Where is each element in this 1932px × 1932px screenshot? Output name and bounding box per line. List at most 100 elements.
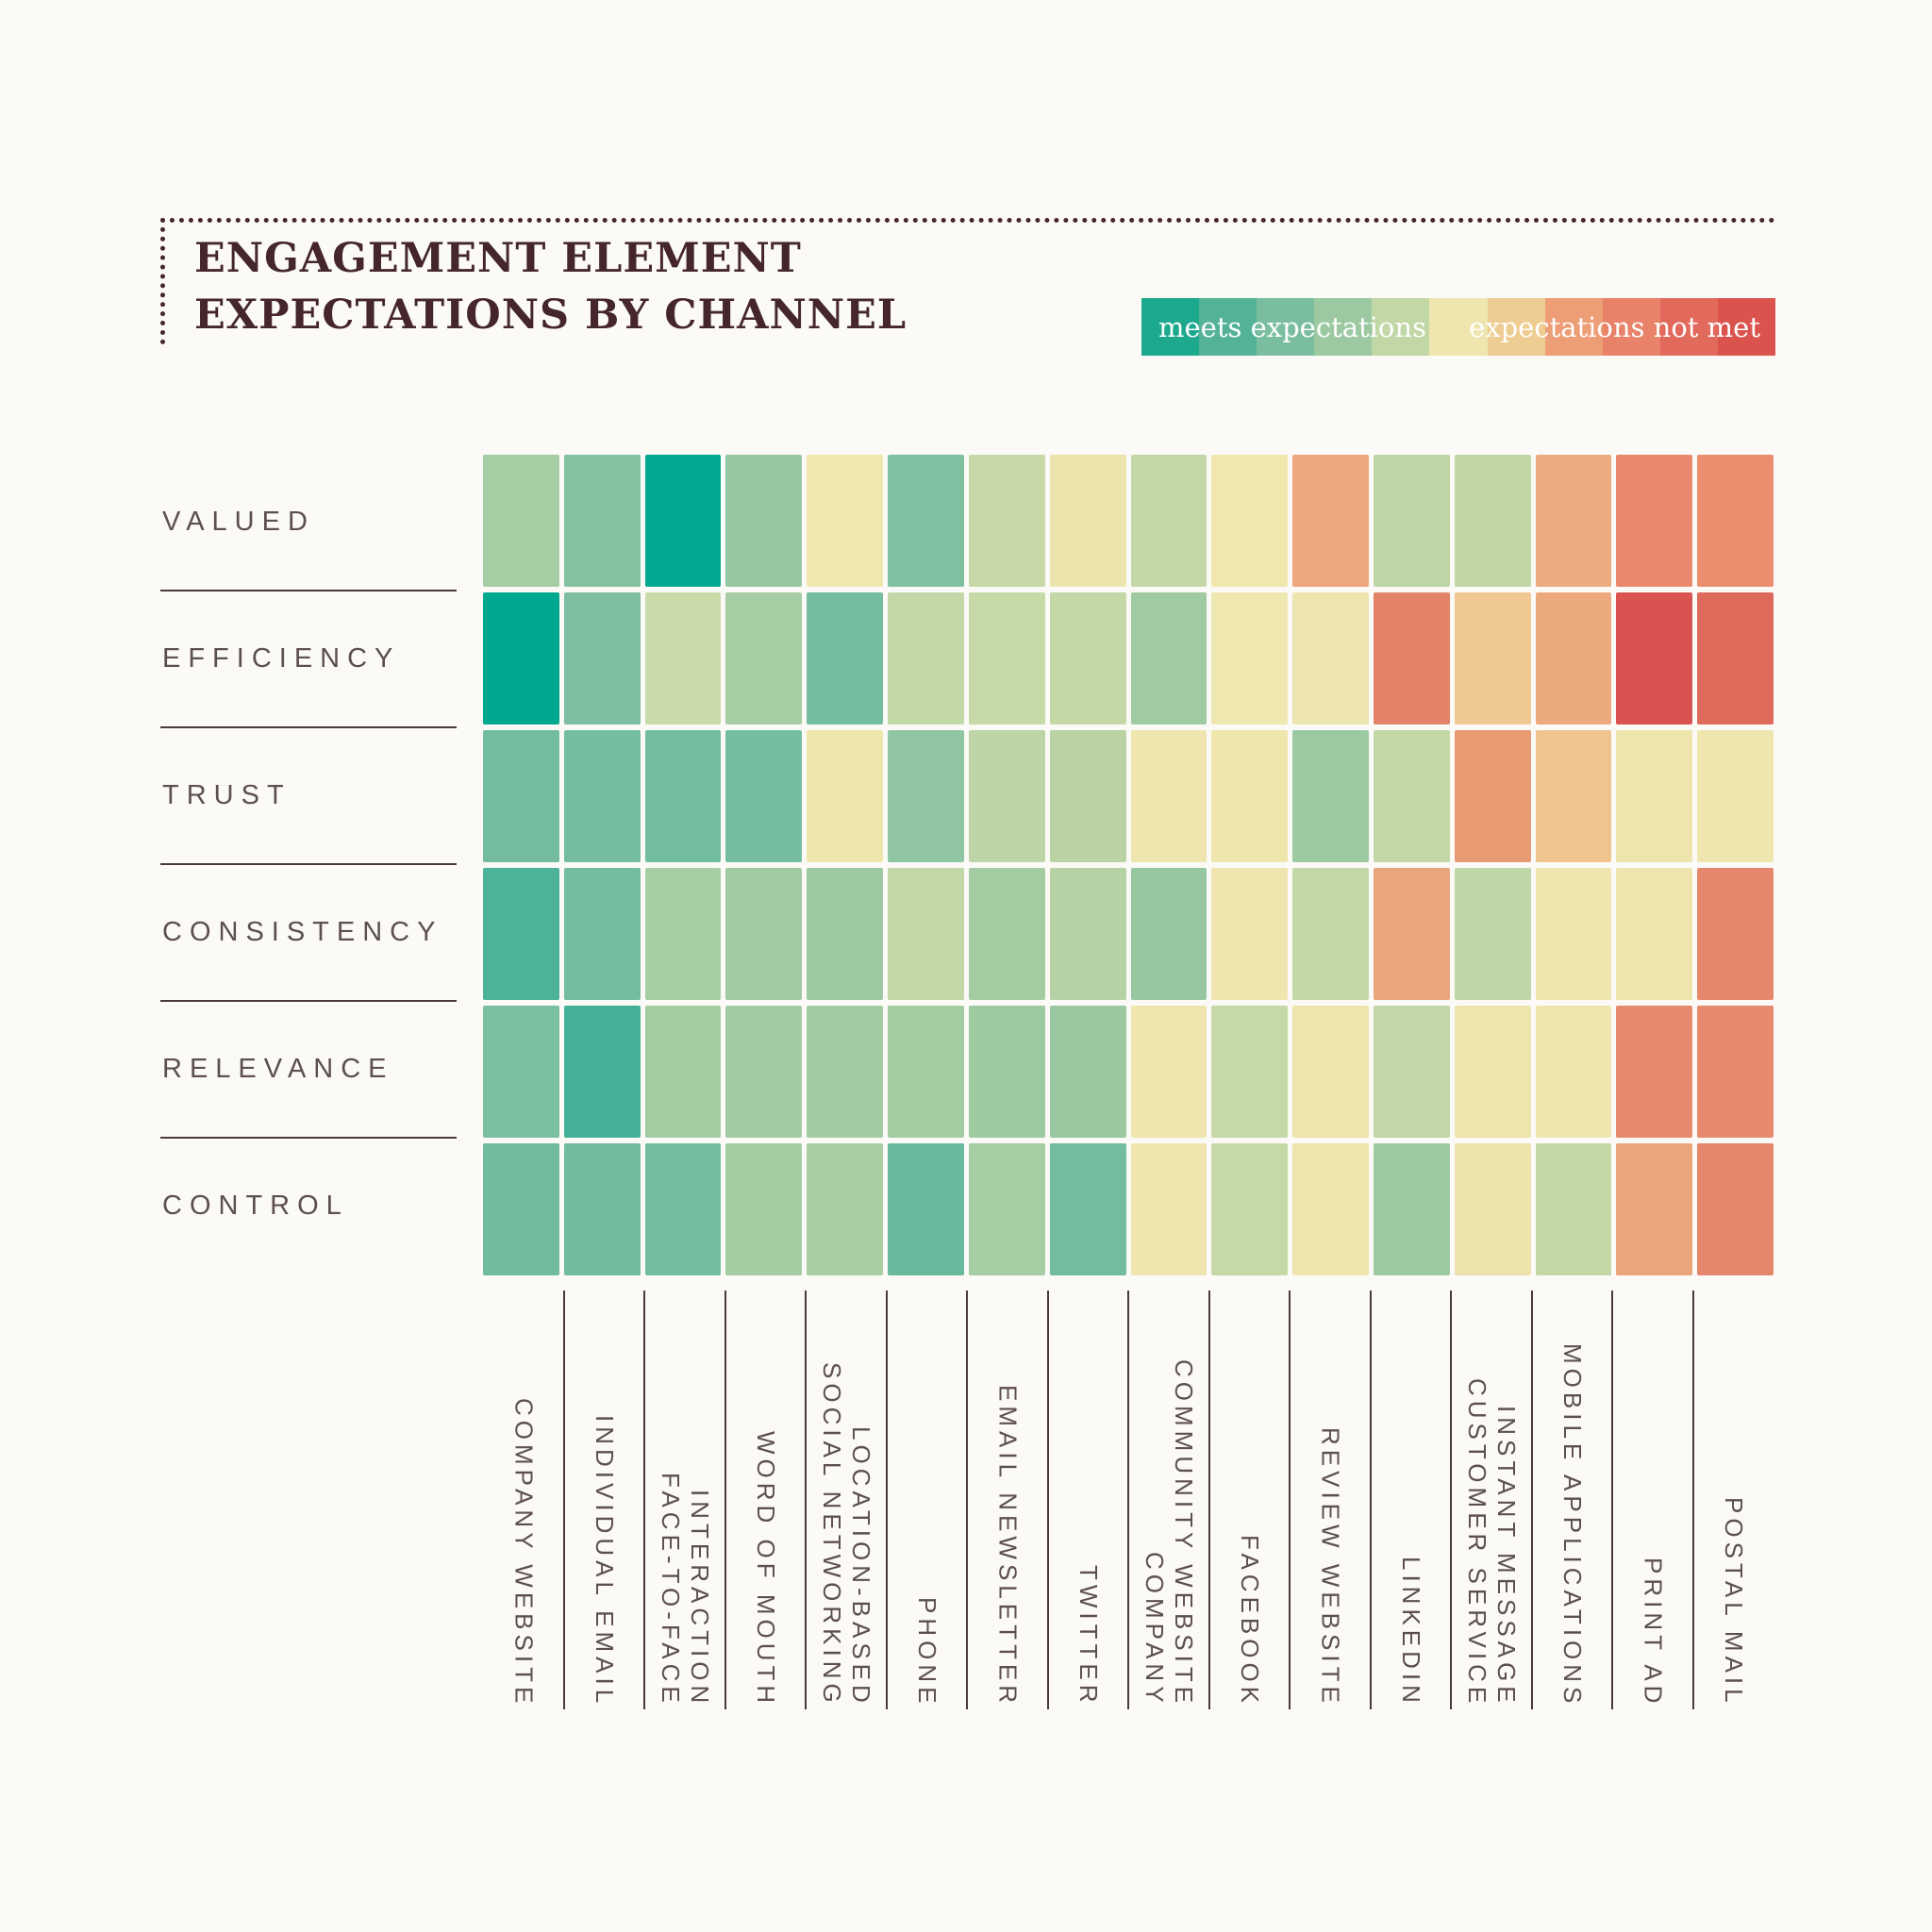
column-tick-4 <box>805 1291 807 1709</box>
heatmap-cell-efficiency-6 <box>888 592 964 724</box>
heatmap-cell-trust-8 <box>1049 730 1126 862</box>
row-separator-1 <box>160 590 457 591</box>
heatmap-cell-control-2 <box>563 1143 641 1275</box>
heatmap-cell-consistency-7 <box>968 868 1045 1000</box>
column-tick-10 <box>1289 1291 1291 1709</box>
heatmap-cell-control-7 <box>968 1143 1045 1275</box>
heatmap-cell-valued-12 <box>1373 455 1450 587</box>
heatmap-cell-relevance-15 <box>1616 1006 1693 1138</box>
column-label-line: FACE-TO-FACE <box>656 1473 685 1707</box>
column-label-line: SOCIAL NETWORKING <box>817 1362 846 1707</box>
legend-swatch-10 <box>1659 298 1718 356</box>
heatmap-cell-control-3 <box>644 1143 722 1275</box>
legend-swatch-2 <box>1199 298 1257 356</box>
column-label-line: INSTANT MESSAGE <box>1491 1406 1521 1707</box>
column-tick-1 <box>562 1291 565 1709</box>
column-label-customer-service-instant-message: CUSTOMER SERVICE INSTANT MESSAGE <box>1462 1279 1521 1707</box>
heatmap-cell-relevance-4 <box>725 1006 803 1138</box>
heatmap-cell-consistency-5 <box>807 868 884 1000</box>
heatmap-cell-trust-3 <box>644 730 722 862</box>
column-tick-9 <box>1208 1291 1210 1709</box>
heatmap-cell-control-5 <box>807 1143 884 1275</box>
column-tick-14 <box>1611 1291 1613 1709</box>
column-label-company-website: COMPANY WEBSITE <box>508 1279 538 1707</box>
heatmap-cell-control-4 <box>725 1143 803 1275</box>
heatmap-cell-valued-1 <box>483 455 559 587</box>
column-label-facebook: FACEBOOK <box>1235 1279 1264 1707</box>
column-tick-8 <box>1127 1291 1129 1709</box>
column-label-line: COMPANY WEBSITE <box>509 1397 539 1707</box>
heatmap-cell-relevance-2 <box>563 1006 641 1138</box>
heatmap-cell-valued-8 <box>1049 455 1126 587</box>
row-label-control: CONTROL <box>162 1191 349 1221</box>
heatmap-cell-relevance-5 <box>807 1006 884 1138</box>
heatmap-cell-relevance-1 <box>483 1006 559 1138</box>
heatmap-cell-consistency-13 <box>1454 868 1531 1000</box>
column-label-review-website: REVIEW WEBSITE <box>1315 1279 1344 1707</box>
heatmap-cell-valued-2 <box>563 455 641 587</box>
column-label-word-of-mouth: WORD OF MOUTH <box>751 1279 780 1707</box>
legend-swatch-8 <box>1544 298 1603 356</box>
row-separator-4 <box>160 1000 457 1002</box>
heatmap-cell-trust-14 <box>1535 730 1612 862</box>
column-tick-7 <box>1046 1291 1049 1709</box>
column-label-location-based-social-networking: SOCIAL NETWORKING LOCATION-BASED <box>817 1279 875 1707</box>
column-label-linkedin: LINKEDIN <box>1396 1279 1425 1707</box>
heatmap-grid <box>483 455 1774 1275</box>
legend-swatch-11 <box>1717 298 1776 356</box>
heatmap-cell-relevance-12 <box>1373 1006 1450 1138</box>
column-label-face-to-face-interaction: FACE-TO-FACE INTERACTION <box>656 1279 714 1707</box>
row-label-trust: TRUST <box>162 780 291 810</box>
heatmap-cell-control-15 <box>1616 1143 1693 1275</box>
heatmap-cell-relevance-7 <box>968 1006 1045 1138</box>
legend-label-expectations-not-met: expectations not met <box>1469 311 1760 343</box>
column-label-line: LOCATION-BASED <box>846 1426 875 1707</box>
heatmap-cell-trust-1 <box>483 730 559 862</box>
column-label-print-ad: PRINT AD <box>1638 1279 1667 1707</box>
column-label-line: EMAIL NEWSLETTER <box>993 1385 1023 1707</box>
column-label-line: PRINT AD <box>1639 1557 1668 1707</box>
heatmap-cell-control-11 <box>1292 1143 1369 1275</box>
heatmap-cell-control-14 <box>1535 1143 1612 1275</box>
legend-swatch-6 <box>1429 298 1488 356</box>
heatmap-cell-trust-4 <box>725 730 803 862</box>
heatmap-cell-consistency-14 <box>1535 868 1612 1000</box>
row-label-efficiency: EFFICIENCY <box>162 643 401 674</box>
heatmap-cell-efficiency-13 <box>1454 592 1531 724</box>
column-label-line: WORD OF MOUTH <box>751 1430 780 1707</box>
chart-title-line1: ENGAGEMENT ELEMENT <box>194 235 802 282</box>
heatmap-cell-control-16 <box>1697 1143 1774 1275</box>
heatmap-cell-control-13 <box>1454 1143 1531 1275</box>
heatmap-cell-valued-15 <box>1616 455 1693 587</box>
legend-swatch-7 <box>1487 298 1545 356</box>
column-label-individual-email: INDIVIDUAL EMAIL <box>590 1279 619 1707</box>
heatmap-cell-efficiency-10 <box>1211 592 1289 724</box>
heatmap-cell-valued-4 <box>725 455 803 587</box>
heatmap-cell-relevance-3 <box>644 1006 722 1138</box>
heatmap-cell-consistency-11 <box>1292 868 1369 1000</box>
heatmap-cell-valued-3 <box>644 455 722 587</box>
heatmap-cell-trust-12 <box>1373 730 1450 862</box>
heatmap-cell-trust-11 <box>1292 730 1369 862</box>
heatmap-cell-efficiency-1 <box>483 592 559 724</box>
heatmap-cell-efficiency-11 <box>1292 592 1369 724</box>
column-label-line: CUSTOMER SERVICE <box>1462 1377 1491 1707</box>
heatmap-cell-efficiency-5 <box>807 592 884 724</box>
heatmap-cell-relevance-14 <box>1535 1006 1612 1138</box>
column-label-line: POSTAL MAIL <box>1719 1497 1748 1707</box>
heatmap-cell-efficiency-7 <box>968 592 1045 724</box>
row-label-consistency: CONSISTENCY <box>162 917 443 947</box>
row-label-relevance: RELEVANCE <box>162 1054 394 1084</box>
heatmap-cell-trust-5 <box>807 730 884 862</box>
column-tick-15 <box>1691 1291 1694 1709</box>
heatmap-cell-consistency-4 <box>725 868 803 1000</box>
heatmap-cell-consistency-15 <box>1616 868 1693 1000</box>
column-label-line: PHONE <box>912 1596 941 1707</box>
heatmap-cell-relevance-8 <box>1049 1006 1126 1138</box>
heatmap-cell-trust-6 <box>888 730 964 862</box>
heatmap-cell-trust-16 <box>1697 730 1774 862</box>
dotted-border-left <box>160 218 165 344</box>
column-label-line: COMPANY <box>1140 1552 1169 1707</box>
column-label-line: REVIEW WEBSITE <box>1316 1427 1345 1707</box>
